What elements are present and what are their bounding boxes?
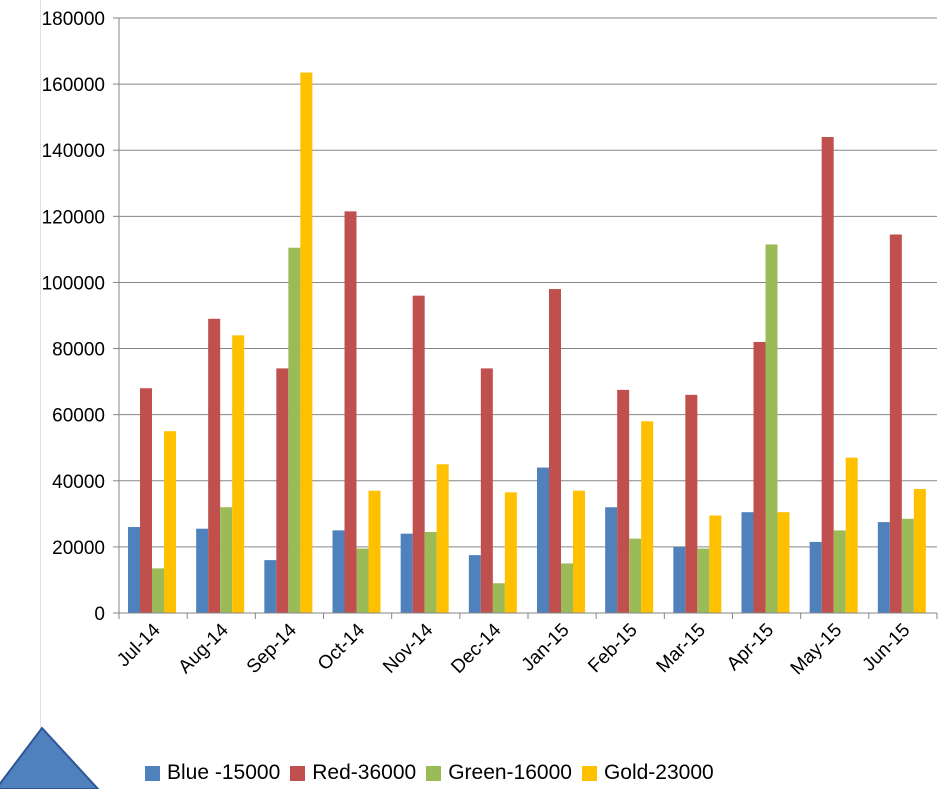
- x-tick-label: Nov-14: [379, 619, 437, 677]
- bar-red-jul-14: [140, 388, 152, 613]
- legend-label: Blue -15000: [167, 761, 281, 784]
- legend-label: Red-36000: [312, 761, 417, 784]
- bar-green-dec-14: [492, 583, 505, 613]
- bar-red-sep-14: [276, 368, 289, 613]
- bar-blue-sep-14: [264, 560, 277, 613]
- bar-blue-oct-14: [332, 530, 345, 613]
- bar-gold-jun-15: [913, 489, 926, 613]
- x-tick-label: Dec-14: [447, 619, 505, 677]
- bar-blue-jul-14: [128, 527, 140, 613]
- x-tick-label: Jun-15: [859, 620, 915, 676]
- x-tick-label: May-15: [787, 620, 847, 680]
- bar-chart: 0 20000 40000 60000 80000 100000 120000 140000 1…: [42, 9, 938, 679]
- bar-gold-feb-15: [641, 421, 654, 613]
- x-tick-label: Jul-14: [113, 619, 165, 671]
- legend-swatch: [581, 765, 597, 781]
- bar-green-jun-15: [901, 518, 914, 613]
- bar-gold-sep-14: [300, 72, 313, 613]
- bar-gold-dec-14: [504, 492, 517, 613]
- bar-blue-aug-14: [196, 528, 209, 613]
- bar-gold-jul-14: [164, 431, 176, 613]
- axes: [118, 18, 938, 619]
- bar-red-oct-14: [344, 211, 357, 613]
- y-tick-label: 60000: [52, 406, 105, 427]
- x-tick-label: Mar-15: [653, 620, 710, 677]
- bar-red-apr-15: [753, 341, 766, 613]
- bar-gold-may-15: [845, 457, 858, 613]
- bar-red-dec-14: [480, 368, 493, 613]
- y-tick-label: 180000: [42, 9, 105, 30]
- bar-green-jul-14: [152, 568, 164, 613]
- legend-item: Red-36000: [290, 761, 416, 785]
- y-tick-label: 80000: [52, 340, 105, 361]
- y-tick-label: 0: [94, 604, 105, 625]
- bar-red-nov-14: [412, 295, 425, 613]
- legend-item: Green-16000: [426, 761, 572, 785]
- legend-item: Blue -15000: [145, 761, 280, 785]
- bar-blue-dec-14: [468, 555, 481, 613]
- side-divider: [40, 0, 41, 789]
- bar-green-sep-14: [288, 247, 301, 613]
- bar-green-nov-14: [424, 532, 437, 613]
- legend: Blue -15000 Red-36000 Green-16000 Gold-2300…: [145, 760, 724, 786]
- bar-red-feb-15: [617, 389, 630, 613]
- x-tick-label: Apr-15: [723, 620, 778, 675]
- bar-red-may-15: [821, 137, 834, 613]
- legend-swatch: [426, 765, 442, 781]
- bar-gold-jan-15: [573, 490, 585, 613]
- bar-blue-nov-14: [400, 533, 413, 613]
- bars: [128, 72, 926, 614]
- bar-green-oct-14: [356, 548, 369, 613]
- bar-gold-oct-14: [368, 490, 381, 613]
- bar-green-aug-14: [220, 507, 233, 613]
- bar-green-jan-15: [561, 563, 573, 613]
- y-tick-label: 20000: [52, 538, 105, 559]
- bar-green-apr-15: [765, 244, 778, 614]
- y-tick-label: 160000: [42, 75, 105, 96]
- legend-swatch: [290, 765, 306, 781]
- legend-label: Gold-23000: [603, 761, 714, 784]
- x-tick-label: Sep-14: [243, 619, 301, 677]
- bar-green-may-15: [833, 530, 846, 613]
- x-tick-labels: Jul-14 Aug-14 Sep-14 Oct-14 Nov-14 Dec-14 Jan-…: [113, 619, 914, 679]
- bar-gold-mar-15: [709, 515, 722, 613]
- bar-gold-apr-15: [777, 512, 790, 613]
- bar-red-jun-15: [889, 234, 902, 613]
- triangle-shape: [0, 726, 100, 789]
- bar-blue-may-15: [809, 541, 822, 613]
- x-tick-label: Oct-14: [314, 619, 369, 674]
- y-tick-label: 40000: [52, 472, 105, 493]
- x-tick-label: Aug-14: [175, 619, 233, 677]
- x-tick-label: Feb-15: [584, 620, 641, 677]
- legend-swatch: [145, 765, 160, 781]
- bar-green-mar-15: [697, 548, 710, 613]
- y-tick-label: 100000: [42, 273, 105, 294]
- y-tick-label: 120000: [42, 207, 105, 228]
- bar-blue-jun-15: [877, 522, 890, 613]
- bar-blue-mar-15: [673, 546, 686, 613]
- legend-item: Gold-23000: [581, 761, 714, 785]
- bar-red-mar-15: [685, 394, 698, 613]
- bar-blue-apr-15: [741, 512, 754, 613]
- x-tick-label: Jan-15: [518, 620, 574, 676]
- y-tick-labels: 0 20000 40000 60000 80000 100000 120000 140000 1…: [42, 9, 105, 625]
- gridlines: [113, 17, 937, 614]
- bar-red-aug-14: [208, 318, 221, 613]
- bar-gold-nov-14: [436, 464, 449, 613]
- bar-gold-aug-14: [232, 335, 245, 613]
- bar-green-feb-15: [629, 538, 642, 613]
- y-tick-label: 140000: [42, 141, 105, 162]
- bar-blue-jan-15: [537, 467, 549, 613]
- bar-blue-feb-15: [605, 507, 618, 613]
- legend-label: Green-16000: [448, 761, 572, 784]
- bar-red-jan-15: [549, 289, 561, 613]
